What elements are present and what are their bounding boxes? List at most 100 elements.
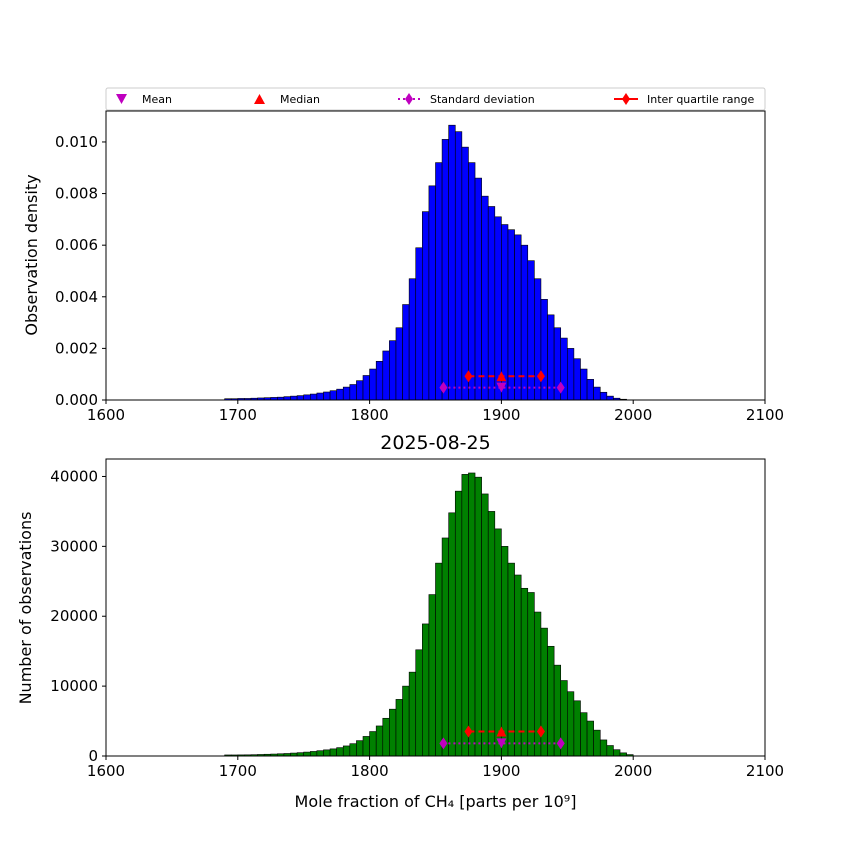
histogram-bar bbox=[422, 211, 430, 401]
histogram-bar bbox=[389, 340, 397, 401]
mean-marker-icon bbox=[116, 94, 127, 104]
histogram-bar bbox=[356, 740, 364, 757]
histogram-bar bbox=[402, 304, 410, 401]
histogram-bar bbox=[573, 358, 581, 401]
histogram-bar bbox=[474, 476, 482, 757]
histogram-bar bbox=[389, 708, 397, 757]
std-high-marker bbox=[556, 737, 565, 750]
histogram-bar bbox=[593, 729, 601, 757]
histogram-bar bbox=[481, 195, 489, 401]
histogram-bar bbox=[395, 327, 403, 401]
histogram-bar bbox=[494, 528, 502, 757]
histogram-bar bbox=[342, 745, 351, 757]
histogram-bar bbox=[329, 748, 337, 757]
histogram-bar bbox=[586, 379, 594, 401]
histogram-bar bbox=[606, 395, 614, 401]
histogram-bar bbox=[580, 712, 588, 757]
x-tick-label: 1800 bbox=[351, 406, 389, 424]
histogram-bar bbox=[362, 375, 370, 401]
x-tick-label: 2100 bbox=[746, 762, 784, 780]
histogram-bar bbox=[468, 472, 476, 757]
histogram-bar bbox=[303, 394, 311, 401]
count-stat-markers bbox=[439, 725, 565, 750]
iqr-marker-icon bbox=[622, 93, 630, 105]
x-tick-label: 1600 bbox=[87, 406, 125, 424]
histogram-bar bbox=[613, 749, 621, 757]
histogram-bar bbox=[501, 546, 509, 757]
std-high-marker bbox=[556, 381, 565, 394]
density-x-ticks: 1600 1700 1800 1900 2000 2100 bbox=[87, 400, 784, 424]
histogram-bar bbox=[534, 278, 542, 401]
x-tick-label: 1700 bbox=[219, 762, 257, 780]
y-tick-label: 0 bbox=[88, 747, 98, 765]
std-marker-icon bbox=[405, 93, 413, 105]
histogram-bar bbox=[415, 649, 423, 757]
legend-item-median: Median bbox=[254, 93, 320, 106]
histogram-bar bbox=[514, 234, 522, 401]
histogram-bar bbox=[283, 396, 291, 401]
count-x-axis-label: Mole fraction of CH₄ [parts per 10⁹] bbox=[295, 792, 577, 811]
histogram-bar bbox=[599, 739, 608, 757]
std-low-marker bbox=[439, 381, 448, 394]
y-tick-label: 30000 bbox=[50, 537, 98, 555]
mean-marker bbox=[496, 382, 507, 393]
histogram-bar bbox=[356, 380, 364, 401]
histogram-bar bbox=[309, 393, 318, 401]
histogram-bar bbox=[573, 700, 581, 757]
histogram-bar bbox=[422, 623, 430, 757]
histogram-bar bbox=[369, 731, 377, 757]
x-tick-label: 2000 bbox=[614, 406, 652, 424]
histogram-bar bbox=[415, 247, 423, 401]
legend-label-mean: Mean bbox=[142, 93, 172, 106]
histogram-bar bbox=[402, 685, 410, 757]
histogram-bar bbox=[316, 750, 324, 757]
y-tick-label: 0.010 bbox=[55, 133, 98, 151]
histogram-bar bbox=[487, 511, 496, 757]
x-tick-label: 1900 bbox=[482, 762, 520, 780]
mean-marker bbox=[496, 738, 507, 749]
histogram-bar bbox=[349, 743, 357, 757]
std-low-marker bbox=[439, 737, 448, 750]
x-tick-label: 2100 bbox=[746, 406, 784, 424]
histogram-bar bbox=[290, 395, 298, 401]
histogram-bar bbox=[296, 752, 304, 757]
histogram-bar bbox=[454, 490, 463, 757]
iqr-low-marker bbox=[464, 725, 473, 738]
legend: Mean Median Standard deviation Inter qua… bbox=[105, 87, 766, 111]
legend-item-iqr: Inter quartile range bbox=[614, 93, 754, 106]
median-marker-icon bbox=[254, 94, 265, 104]
histogram-bar bbox=[441, 139, 449, 401]
histogram-bar bbox=[566, 691, 575, 757]
histogram-bar bbox=[428, 594, 436, 757]
histogram-bar bbox=[514, 574, 522, 757]
histogram-bar bbox=[547, 645, 555, 757]
histogram-bar bbox=[408, 278, 417, 401]
density-bars bbox=[224, 124, 627, 401]
histogram-bar bbox=[303, 751, 311, 757]
y-tick-label: 0.004 bbox=[55, 288, 98, 306]
histogram-bar bbox=[435, 562, 443, 757]
histogram-bar bbox=[507, 229, 515, 401]
median-marker bbox=[496, 726, 507, 737]
legend-item-std: Standard deviation bbox=[398, 93, 535, 106]
histogram-bar bbox=[336, 388, 344, 401]
histogram-bar bbox=[435, 162, 443, 401]
histogram-bar bbox=[580, 368, 588, 401]
histogram-bar bbox=[566, 348, 575, 401]
count-x-ticks: 1600 1700 1800 1900 2000 2100 bbox=[87, 756, 784, 780]
histogram-bar bbox=[448, 124, 456, 401]
density-stat-markers bbox=[439, 370, 565, 394]
histogram-bar bbox=[468, 162, 476, 401]
median-marker bbox=[496, 371, 507, 382]
histogram-bar bbox=[448, 512, 456, 757]
x-tick-label: 1600 bbox=[87, 762, 125, 780]
y-tick-label: 0.008 bbox=[55, 185, 98, 203]
histogram-bar bbox=[296, 395, 304, 401]
histogram-bar bbox=[316, 392, 324, 401]
histogram-bar bbox=[540, 299, 548, 401]
density-y-axis-label: Observation density bbox=[22, 174, 41, 335]
histogram-bar bbox=[540, 627, 548, 757]
histogram-bar bbox=[527, 260, 535, 401]
y-tick-label: 0.006 bbox=[55, 236, 98, 254]
histogram-bar bbox=[329, 390, 337, 401]
